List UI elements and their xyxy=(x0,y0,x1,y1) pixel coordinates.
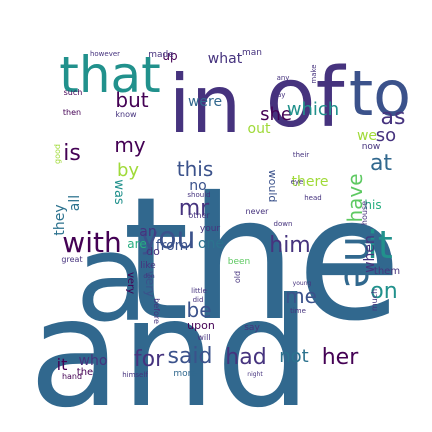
cloud-word: me xyxy=(285,284,317,308)
cloud-word: himself xyxy=(122,371,148,379)
cloud-word: an xyxy=(139,224,156,240)
cloud-word: up xyxy=(162,49,177,63)
cloud-word: so xyxy=(376,125,396,146)
cloud-word: however xyxy=(90,50,120,58)
cloud-word: good xyxy=(53,144,62,164)
cloud-word: a xyxy=(75,210,149,349)
cloud-word: said xyxy=(167,344,212,369)
cloud-word: my xyxy=(114,133,145,157)
cloud-word: hand xyxy=(62,372,82,381)
cloud-word: in xyxy=(169,58,242,151)
cloud-word: from xyxy=(156,238,189,254)
cloud-word: we xyxy=(357,128,377,144)
cloud-word: the xyxy=(123,161,402,359)
cloud-word: it xyxy=(367,223,392,267)
cloud-word: be xyxy=(187,298,212,322)
cloud-word: little xyxy=(191,287,207,295)
cloud-word: very xyxy=(143,271,157,298)
cloud-word: was xyxy=(111,179,126,205)
cloud-word: the xyxy=(77,367,93,378)
cloud-word: him xyxy=(269,233,311,258)
cloud-word: know xyxy=(115,110,137,119)
cloud-word: his xyxy=(364,198,381,212)
cloud-word: what xyxy=(208,51,243,67)
cloud-word: who xyxy=(79,353,108,369)
cloud-word: but xyxy=(115,88,148,112)
cloud-word: do xyxy=(146,245,160,258)
cloud-word: as xyxy=(381,105,406,130)
cloud-word: old xyxy=(233,271,242,283)
cloud-word: to xyxy=(349,57,411,130)
cloud-word: that xyxy=(59,46,161,104)
cloud-word: at xyxy=(370,151,392,176)
cloud-word: been xyxy=(228,257,251,267)
cloud-word: you xyxy=(140,221,195,256)
cloud-word: with xyxy=(62,226,121,259)
cloud-word: for xyxy=(134,347,165,372)
cloud-word: mr xyxy=(179,196,210,221)
cloud-word: on xyxy=(370,279,397,304)
cloud-word: there xyxy=(291,174,328,190)
cloud-word: have xyxy=(343,173,367,222)
cloud-word: it xyxy=(57,355,68,374)
cloud-word: is xyxy=(63,141,81,166)
cloud-word: made xyxy=(148,50,174,60)
cloud-word: all xyxy=(67,195,83,211)
cloud-word: out xyxy=(248,121,271,137)
cloud-word: house xyxy=(360,201,369,225)
cloud-word: had xyxy=(225,345,266,370)
cloud-word: and xyxy=(29,267,311,432)
cloud-word: more xyxy=(173,369,197,379)
cloud-word: young xyxy=(293,280,312,287)
cloud-word: man xyxy=(242,48,262,58)
cloud-word: were xyxy=(188,94,222,110)
cloud-word: then xyxy=(63,108,81,117)
cloud-word: don xyxy=(143,273,154,280)
cloud-word: now xyxy=(362,142,381,152)
cloud-word: never xyxy=(246,207,270,216)
cloud-word: not xyxy=(279,346,308,367)
cloud-word: when xyxy=(362,235,378,273)
cloud-word: down xyxy=(274,220,293,228)
cloud-word: upon xyxy=(187,319,215,332)
cloud-word: of xyxy=(265,51,346,146)
cloud-word: which xyxy=(287,99,339,120)
cloud-word: great xyxy=(61,255,82,264)
cloud-word: one xyxy=(198,236,224,252)
cloud-word: no xyxy=(189,178,206,194)
cloud-word: her xyxy=(322,345,359,370)
cloud-word: he xyxy=(335,236,384,288)
cloud-word: day xyxy=(273,91,286,99)
cloud-word: would xyxy=(266,170,279,203)
cloud-word: before xyxy=(152,298,161,324)
cloud-word: much xyxy=(370,289,379,311)
cloud-word: time xyxy=(290,307,306,315)
cloud-word: any xyxy=(277,74,290,82)
cloud-word: they xyxy=(52,204,68,235)
cloud-word: make xyxy=(310,64,318,83)
cloud-word: say xyxy=(244,323,260,333)
cloud-word: are xyxy=(127,237,146,251)
cloud-word: head xyxy=(304,194,321,202)
cloud-word: them xyxy=(374,266,400,277)
cloud-word: will xyxy=(197,333,210,342)
cloud-word: night xyxy=(247,371,263,378)
cloud-word: should xyxy=(187,191,210,199)
cloud-word: she xyxy=(260,104,292,125)
cloud-word: very xyxy=(125,272,136,294)
cloud-word: by xyxy=(117,160,139,181)
cloud-word: like xyxy=(140,261,156,271)
cloud-word: this xyxy=(177,157,214,181)
cloud-word: such xyxy=(64,88,83,97)
cloud-word: eye xyxy=(291,178,304,186)
cloud-word: other xyxy=(188,211,210,220)
cloud-word: their xyxy=(293,151,309,159)
cloud-word: your xyxy=(200,224,221,234)
cloud-word: did xyxy=(193,296,204,304)
